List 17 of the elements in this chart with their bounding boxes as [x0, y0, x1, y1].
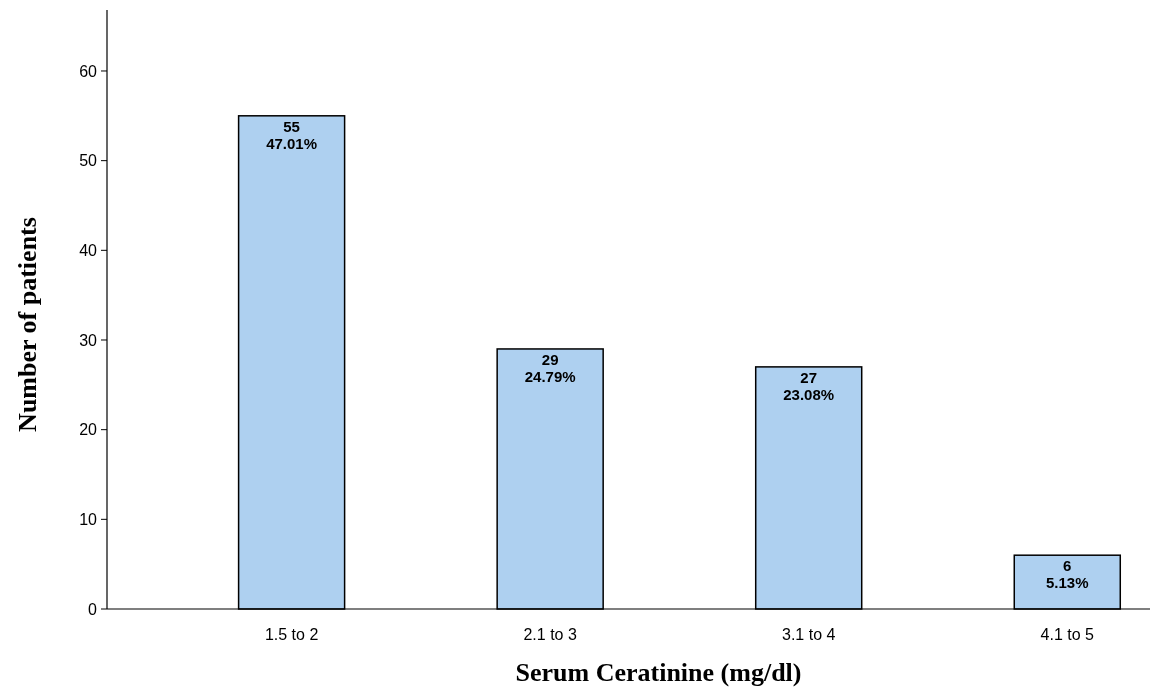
y-tick-label: 10 — [79, 510, 98, 528]
x-tick-label: 3.1 to 4 — [782, 626, 836, 643]
data-label: 6 5.13% — [1045, 557, 1089, 592]
x-axis-title: Serum Ceratinine (mg/dl) — [515, 658, 802, 687]
y-tick-label: 50 — [79, 152, 98, 170]
y-tick-label: 0 — [88, 600, 98, 618]
x-tick-label: 2.1 to 3 — [523, 626, 577, 643]
data-label: 27 23.08% — [783, 368, 835, 403]
y-tick-label: 30 — [79, 331, 98, 349]
data-label: 29 24.79% — [524, 350, 576, 385]
y-tick-label: 60 — [79, 62, 98, 80]
y-axis-title: Number of patients — [13, 217, 42, 432]
x-tick-label: 1.5 to 2 — [264, 626, 319, 643]
y-tick-label: 20 — [79, 421, 98, 439]
y-tick-label: 40 — [79, 241, 98, 259]
x-tick-label: 4.1 to 5 — [1040, 626, 1095, 643]
data-label: 55 47.01% — [266, 117, 318, 152]
